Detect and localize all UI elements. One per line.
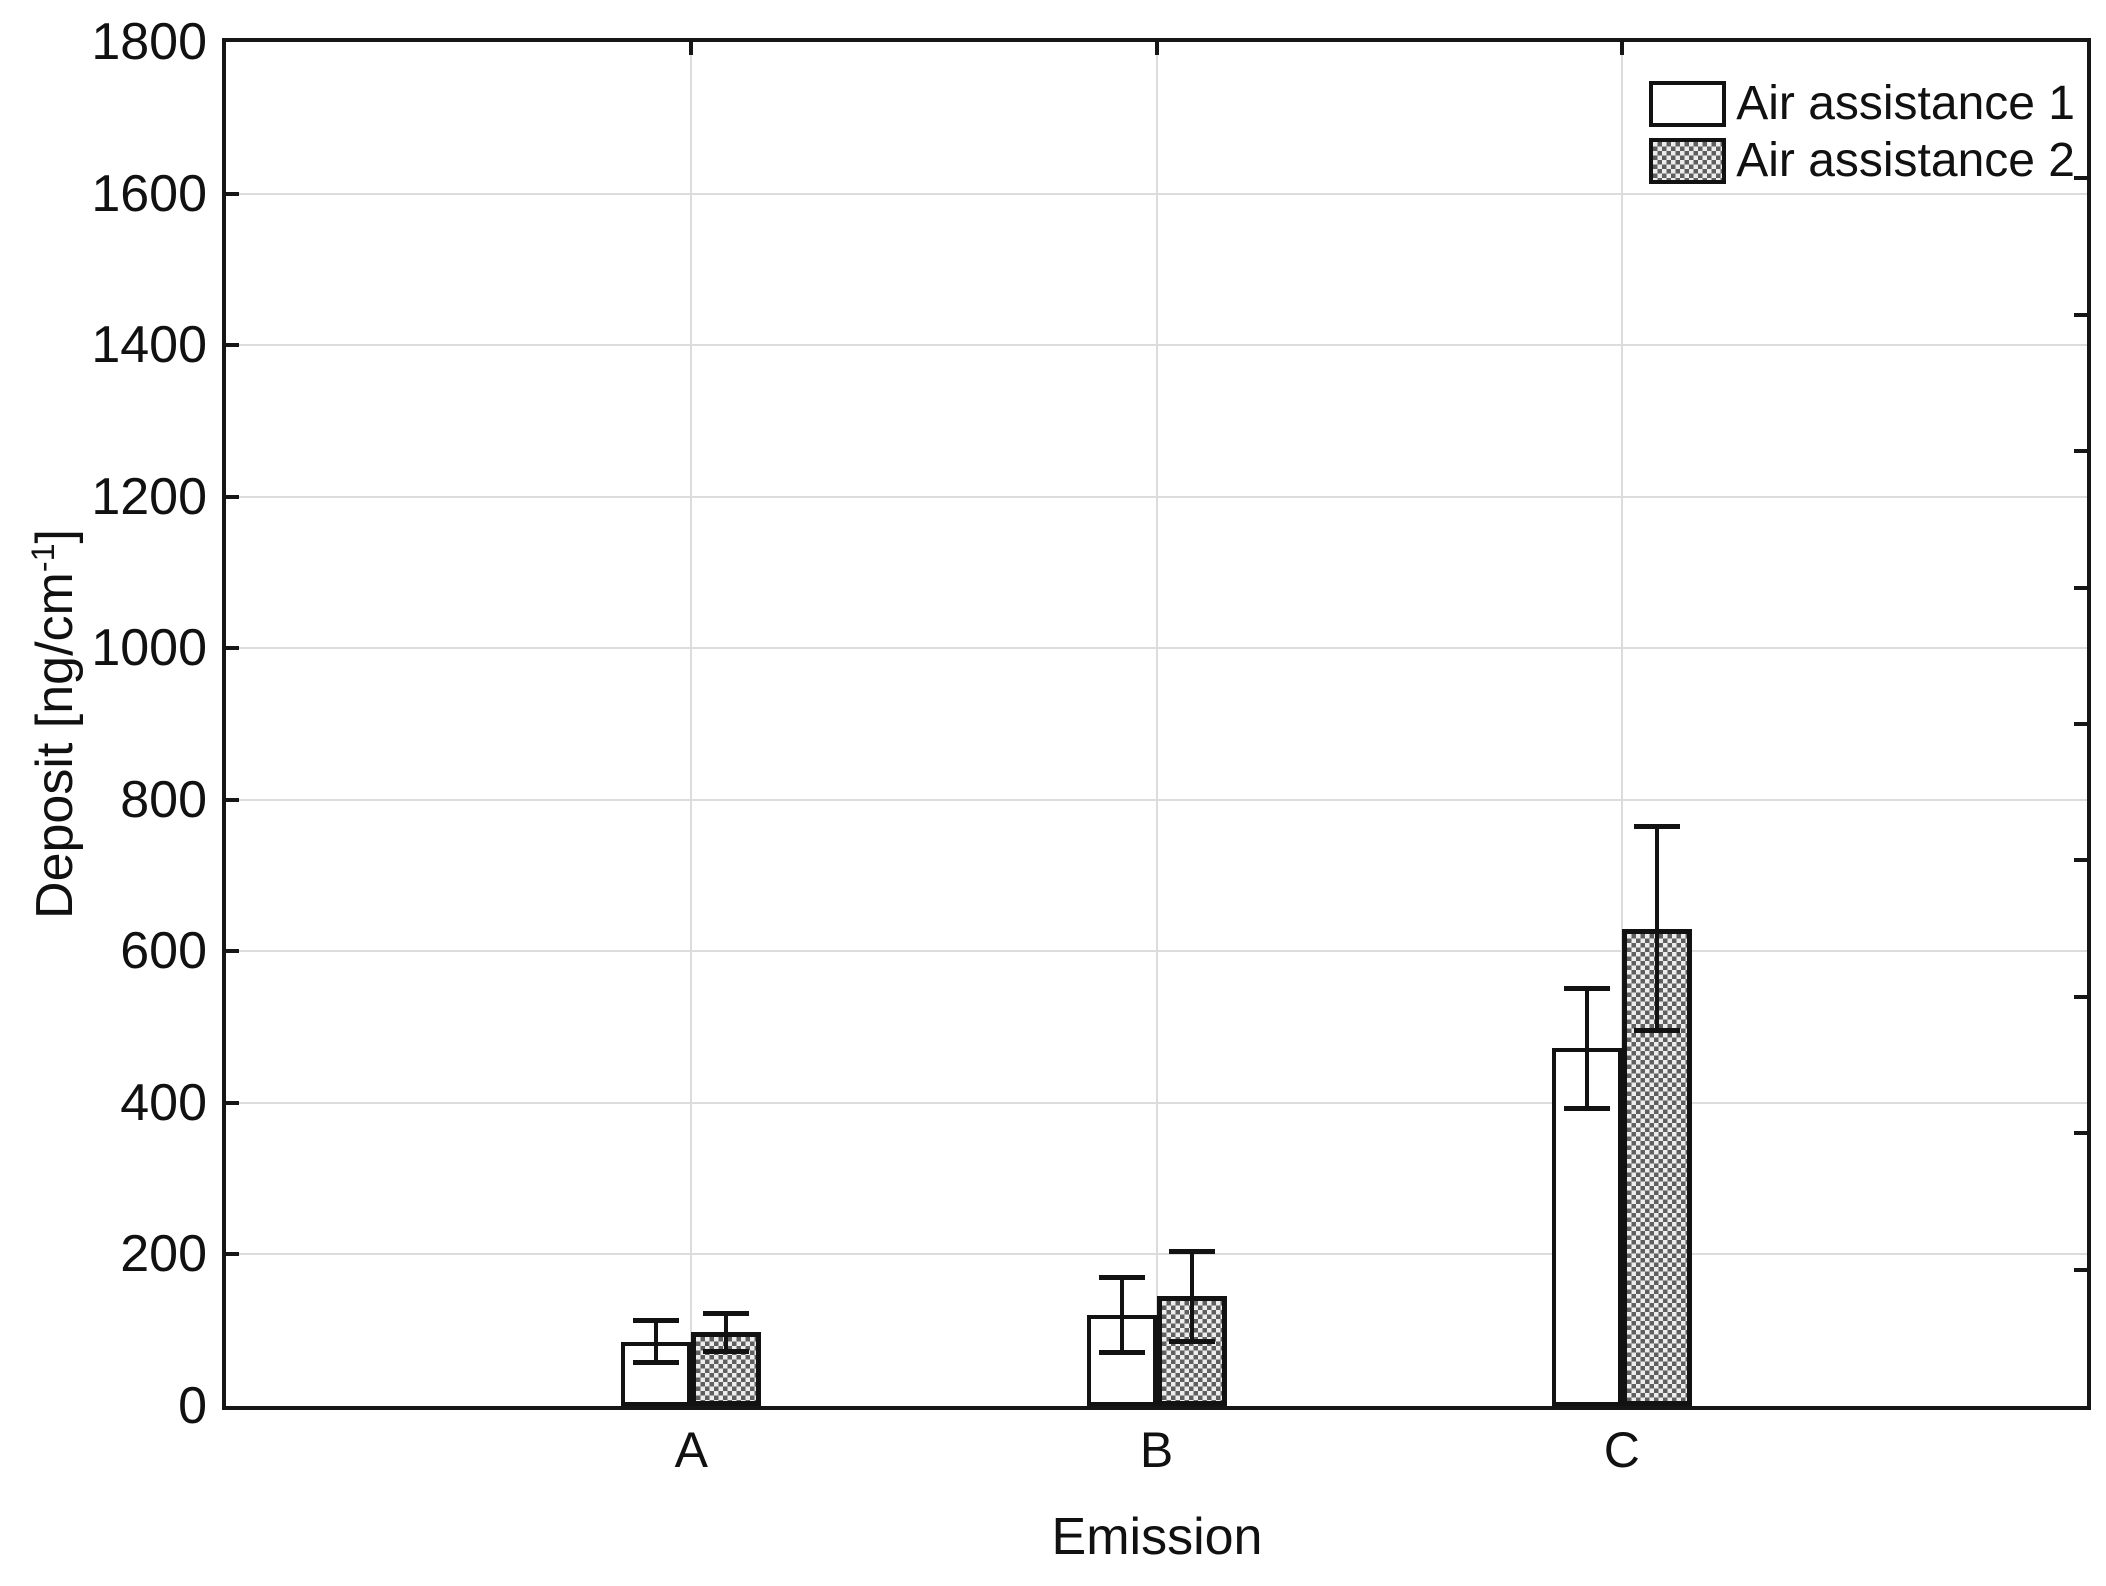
error-bar-air-assistance-1-B-cap-bottom — [1098, 1349, 1145, 1355]
legend-swatch-1 — [1649, 80, 1727, 127]
x-axis-title: Emission — [1051, 1508, 1263, 1566]
y-tick-label: 800 — [120, 770, 207, 829]
error-bar-air-assistance-1-C-stem — [1584, 987, 1589, 1109]
y-axis-tick — [226, 494, 239, 499]
right-axis-tick — [2074, 1267, 2087, 1272]
x-gridline — [690, 42, 693, 1406]
error-bar-air-assistance-2-A-stem — [724, 1312, 729, 1353]
y-axis-tick — [226, 343, 239, 348]
error-bar-air-assistance-1-B-stem — [1119, 1277, 1124, 1353]
bar-air-assistance-1-B — [1086, 1315, 1157, 1406]
error-bar-air-assistance-1-C-cap-top — [1563, 985, 1610, 991]
error-bar-air-assistance-2-B-stem — [1189, 1250, 1194, 1342]
right-axis-tick — [2074, 176, 2087, 181]
right-axis-tick — [2074, 449, 2087, 454]
legend-item-air-assistance-1: Air assistance 1 — [1649, 75, 2075, 132]
legend-label: Air assistance 2 — [1736, 134, 2075, 187]
y-axis-title-superscript: -1 — [24, 543, 61, 573]
legend-item-air-assistance-2: Air assistance 2 — [1649, 132, 2075, 189]
y-tick-label: 400 — [120, 1073, 207, 1132]
y-tick-label: 0 — [178, 1377, 207, 1435]
x-category-label: C — [1603, 1422, 1640, 1478]
right-axis-tick — [2074, 722, 2087, 726]
right-axis-tick — [2074, 1131, 2087, 1136]
y-tick-label: 1800 — [91, 13, 207, 71]
error-bar-air-assistance-1-A-cap-top — [633, 1318, 680, 1324]
legend: Air assistance 1 Air assistance 2 — [1649, 75, 2075, 189]
y-tick-label: 200 — [120, 1225, 207, 1284]
right-axis-tick — [2074, 585, 2087, 590]
error-bar-air-assistance-1-C-cap-bottom — [1563, 1105, 1610, 1111]
legend-swatch-2 — [1649, 137, 1727, 184]
y-tick-label: 600 — [120, 922, 207, 981]
y-axis-tick — [226, 1252, 239, 1257]
right-axis-tick — [2074, 994, 2087, 999]
y-axis-tick — [226, 191, 239, 196]
y-tick-label: 1000 — [91, 619, 207, 678]
legend-label: Air assistance 1 — [1736, 77, 2075, 130]
x-axis-tick — [1154, 42, 1159, 55]
y-tick-label: 1600 — [91, 164, 207, 223]
y-axis-title-suffix: ] — [26, 529, 85, 544]
y-axis-tick — [226, 646, 239, 651]
bar-air-assistance-1-A — [621, 1341, 692, 1406]
y-tick-label: 1400 — [91, 316, 207, 375]
y-axis-tick — [226, 797, 239, 802]
plot-area: Air assistance 1 Air assistance 2 — [222, 38, 2091, 1410]
error-bar-air-assistance-2-C-cap-bottom — [1633, 1027, 1680, 1033]
error-bar-air-assistance-2-C-stem — [1654, 826, 1659, 1031]
error-bar-air-assistance-2-B-cap-top — [1168, 1248, 1215, 1254]
x-axis-tick — [689, 42, 694, 55]
error-bar-air-assistance-2-A-cap-top — [703, 1310, 750, 1316]
error-bar-air-assistance-1-A-stem — [654, 1320, 659, 1363]
y-axis-tick — [226, 1100, 239, 1105]
x-category-label: B — [1139, 1422, 1174, 1478]
right-axis-tick — [2074, 858, 2087, 863]
right-axis-tick — [2074, 312, 2087, 317]
error-bar-air-assistance-2-C-cap-top — [1633, 824, 1680, 830]
error-bar-air-assistance-2-B-cap-bottom — [1168, 1338, 1215, 1344]
x-gridline — [1155, 42, 1158, 1406]
y-tick-label: 1200 — [91, 467, 207, 526]
error-bar-air-assistance-2-A-cap-bottom — [703, 1349, 750, 1355]
y-axis-tick — [226, 949, 239, 954]
x-category-label: A — [674, 1422, 708, 1478]
error-bar-air-assistance-1-A-cap-bottom — [633, 1359, 680, 1365]
x-gridline — [1620, 42, 1623, 1406]
error-bar-air-assistance-1-B-cap-top — [1098, 1275, 1145, 1281]
x-axis-tick — [1619, 42, 1624, 55]
y-axis-title: Deposit [ng/cm-1] — [25, 529, 85, 919]
